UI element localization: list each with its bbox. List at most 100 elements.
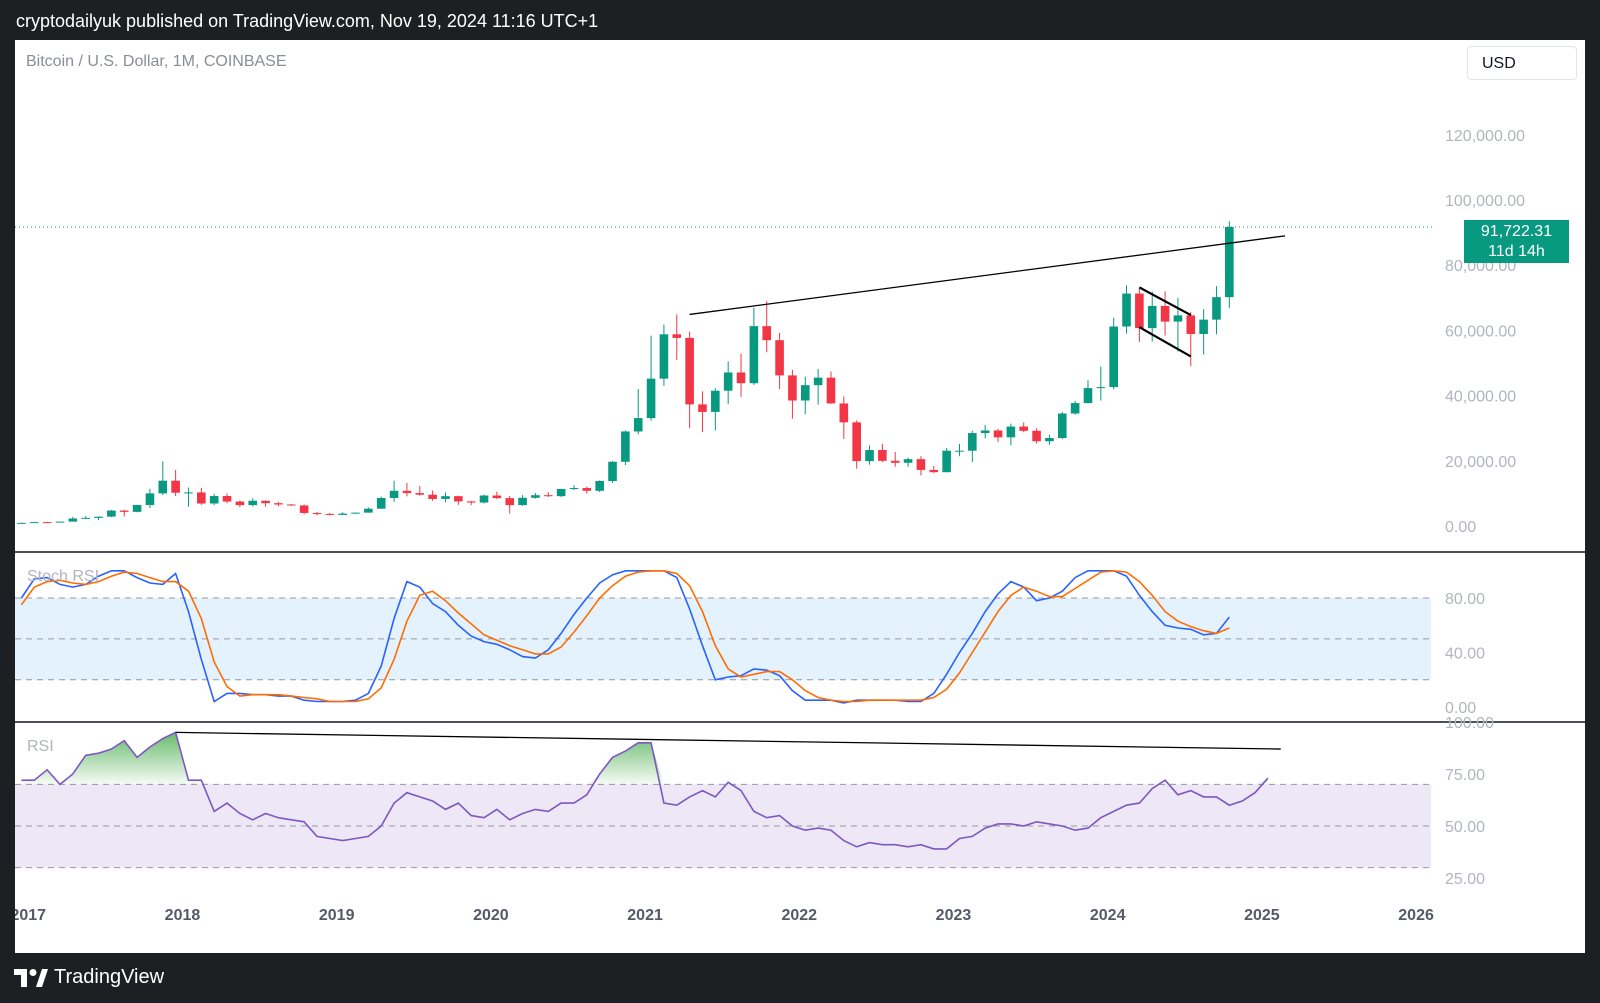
tradingview-brand[interactable]: TradingView <box>14 966 164 989</box>
candle-body <box>17 522 26 524</box>
candle-body <box>312 512 322 514</box>
candle-body <box>1199 319 1208 334</box>
currency-button[interactable]: USD <box>1467 46 1577 80</box>
rsi-y-tick: 50.00 <box>1445 819 1485 836</box>
candle-body <box>1096 387 1106 389</box>
x-axis-year-tick: 2020 <box>473 907 509 924</box>
candle-body <box>916 459 926 470</box>
candle-body <box>492 495 502 499</box>
x-axis-year-tick: 2018 <box>165 907 201 924</box>
candle-body <box>428 494 437 499</box>
stoch-y-tick: 40.00 <box>1445 646 1485 663</box>
rsi-y-tick: 25.00 <box>1445 871 1485 888</box>
candle-body <box>466 501 476 503</box>
candle-body <box>415 493 425 495</box>
rsi-label: RSI <box>27 738 54 755</box>
candle-body <box>235 501 245 506</box>
candle-body <box>968 433 977 451</box>
candle-body <box>505 498 515 506</box>
candle-body <box>826 377 836 404</box>
candle-body <box>1225 226 1234 298</box>
candle-body <box>633 418 643 432</box>
candle-body <box>672 334 682 338</box>
candle-body <box>852 422 861 462</box>
candle-body <box>325 513 335 515</box>
x-axis-year-tick: 2017 <box>15 907 46 924</box>
candle-body <box>454 496 463 502</box>
price-y-tick: 40,000.00 <box>1445 389 1516 406</box>
x-axis-year-tick: 2023 <box>936 907 972 924</box>
candle-body <box>942 450 951 473</box>
chart-canvas[interactable]: 80.0040.000.00100.0075.0050.0025.00120,0… <box>15 40 1585 953</box>
price-trendline <box>1138 286 1192 317</box>
candle-body <box>94 516 103 518</box>
stoch-series-d <box>20 569 1230 703</box>
candle-body <box>364 508 373 513</box>
x-axis-year-tick: 2022 <box>781 907 817 924</box>
candle-body <box>556 488 566 497</box>
stoch-y-tick: 0.00 <box>1445 700 1476 717</box>
candle-body <box>107 510 116 517</box>
price-y-tick: 20,000.00 <box>1445 454 1516 471</box>
candle-body <box>389 490 399 498</box>
candle-body <box>479 495 489 503</box>
candle-body <box>171 480 180 493</box>
bar-countdown: 11d 14h <box>1488 243 1545 260</box>
candle-body <box>621 431 630 462</box>
candle-body <box>81 517 90 519</box>
price-trendline <box>1138 326 1192 358</box>
candle-body <box>929 469 939 473</box>
candle-body <box>993 430 1003 438</box>
stoch-series-k <box>20 569 1230 704</box>
candle-body <box>158 480 168 494</box>
candle-body <box>595 481 604 491</box>
candle-body <box>222 496 232 502</box>
candle-body <box>518 497 527 506</box>
candle-body <box>286 504 296 506</box>
symbol-title: Bitcoin / U.S. Dollar, 1M, COINBASE <box>26 53 287 70</box>
candle-body <box>1019 426 1029 431</box>
candle-body <box>569 488 579 490</box>
candle-body <box>685 337 694 405</box>
price-y-tick: 100,000.00 <box>1445 193 1525 210</box>
candle-body <box>775 340 784 376</box>
candle-body <box>955 450 964 452</box>
candle-body <box>1006 426 1016 438</box>
candle-body <box>813 377 823 386</box>
candle-body <box>42 522 52 524</box>
candle-body <box>184 492 193 494</box>
candle-body <box>376 497 386 509</box>
candle-body <box>980 430 990 434</box>
last-price-value: 91,722.31 <box>1480 223 1553 240</box>
candle-body <box>351 512 360 514</box>
candle-body <box>1057 413 1067 438</box>
candle-body <box>1109 326 1118 388</box>
candle-body <box>68 518 78 522</box>
candle-body <box>29 522 39 524</box>
candle-body <box>711 390 720 412</box>
candle-body <box>646 378 656 419</box>
price-y-tick: 60,000.00 <box>1445 323 1516 340</box>
candle-body <box>762 326 772 341</box>
candle-body <box>402 490 412 494</box>
candle-body <box>1160 305 1170 322</box>
stoch-y-tick: 80.00 <box>1445 591 1485 608</box>
rsi-series <box>21 731 1269 850</box>
candle-body <box>698 404 707 412</box>
candle-body <box>723 372 733 391</box>
candle-body <box>1122 293 1131 327</box>
candle-body <box>800 385 810 401</box>
candle-body <box>1173 315 1183 322</box>
publisher-attribution: cryptodailyuk published on TradingView.c… <box>16 11 599 31</box>
candle-body <box>1147 305 1157 329</box>
chart-frame[interactable]: 80.00 40.00 0.00 100.00 75.00 50.00 25.00 120,0… <box>15 40 1585 953</box>
candle-body <box>543 495 553 497</box>
x-axis-year-tick: 2025 <box>1244 907 1280 924</box>
candle-body <box>659 334 669 379</box>
stoch-rsi-label: Stoch RSI <box>27 568 100 585</box>
candle-body <box>531 495 540 498</box>
candle-body <box>299 505 309 513</box>
x-axis-year-tick: 2024 <box>1090 907 1126 924</box>
candle-body <box>582 488 592 491</box>
price-trendline <box>689 235 1286 316</box>
